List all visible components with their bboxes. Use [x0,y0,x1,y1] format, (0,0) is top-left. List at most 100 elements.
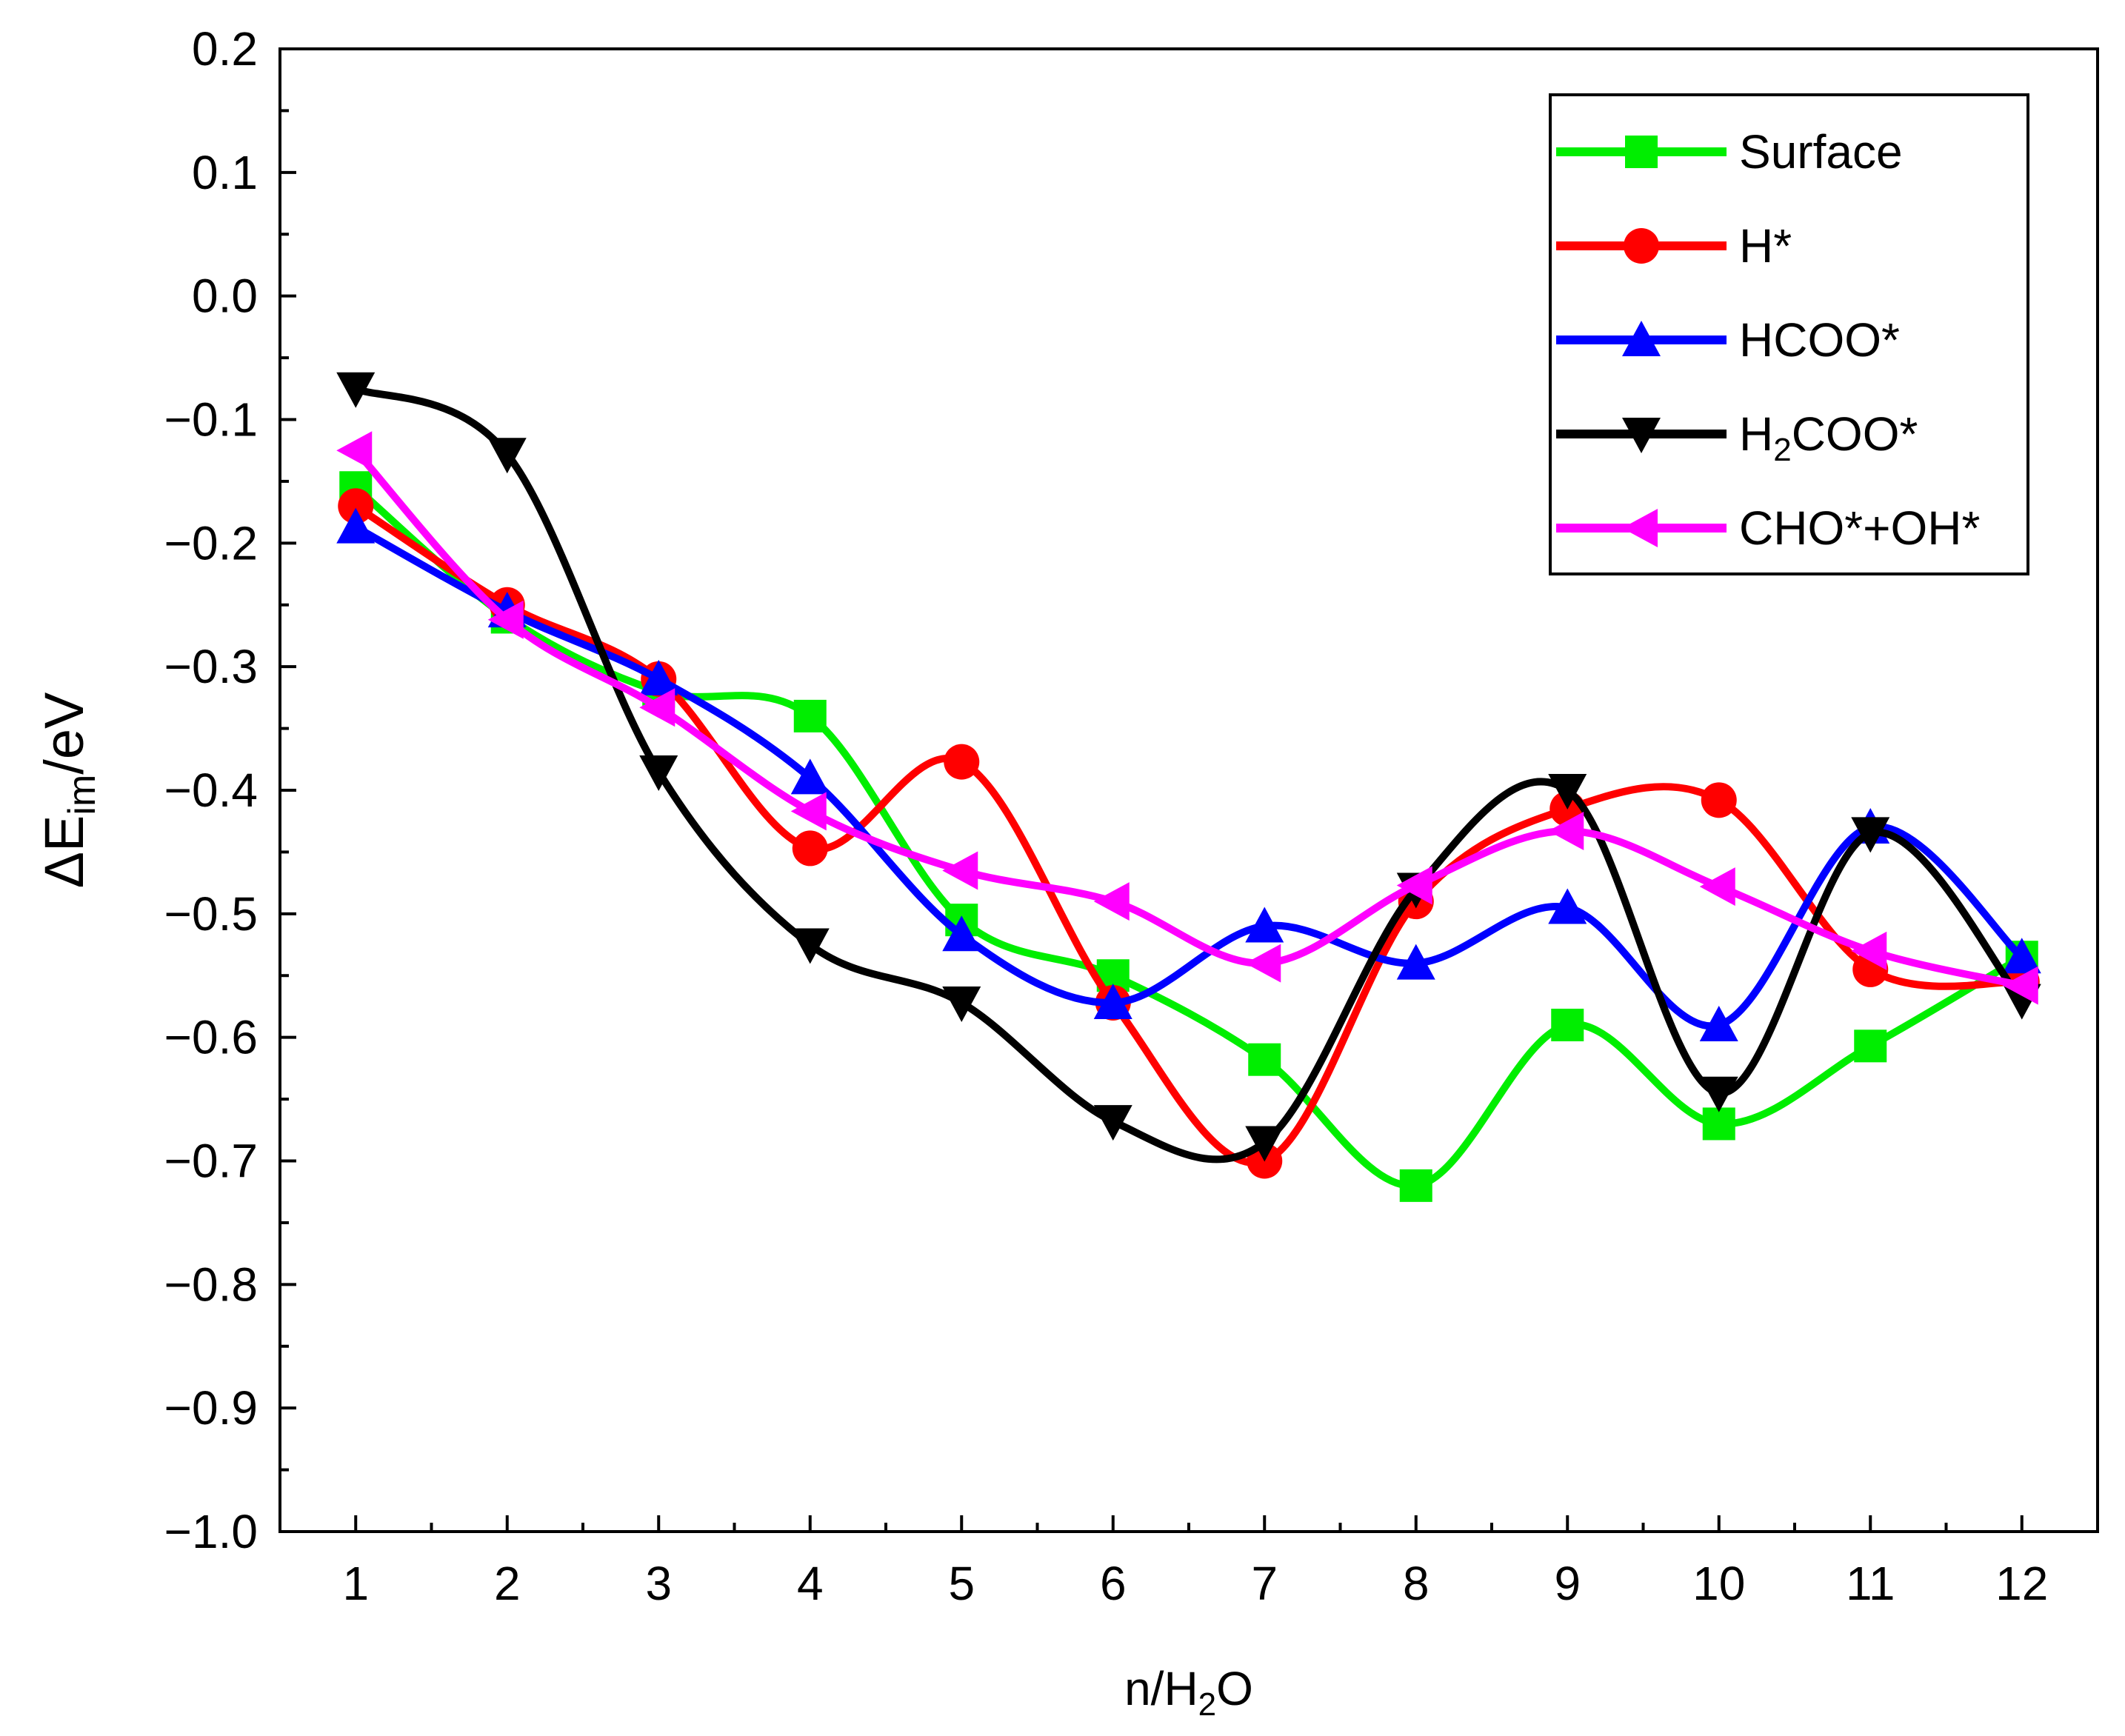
y-tick-label: 0.2 [192,22,258,76]
x-axis-title-tail: O [1216,1662,1253,1715]
legend-label-main: CHO*+OH* [1739,501,1980,555]
y-tick-label: −0.4 [164,764,258,817]
x-axis-title: n/H2O [1124,1662,1253,1723]
data-point [944,744,980,780]
data-point [792,830,828,867]
x-tick-label: 3 [645,1557,672,1610]
data-point [790,758,830,795]
legend-label-main: H [1739,407,1773,461]
data-point [487,438,527,474]
data-point [1548,774,1587,809]
data-point [942,915,981,952]
data-point [1851,931,1887,970]
y-tick-label: −0.2 [164,516,258,570]
series-h2coo- [336,372,2041,1164]
series-surface [339,471,2038,1202]
legend-marker [1622,321,1661,356]
data-point [1551,1008,1584,1041]
series-cho-oh- [336,431,2038,1005]
y-tick-label: −0.1 [164,393,258,447]
data-point [336,431,373,470]
data-point [1854,1029,1887,1063]
x-tick-labels: 1 2 3 4 5 6 7 8 9 10 11 12 [342,1557,2048,1610]
legend-label-main: Surface [1739,125,1903,178]
legend-item: HCOO* [1556,313,1900,367]
y-tick-label: −0.9 [164,1381,258,1435]
data-point [942,986,981,1022]
data-point [487,600,524,639]
series-h- [338,488,2040,1179]
legend-label: H2COO* [1739,407,1918,468]
legend-label: HCOO* [1739,313,1900,367]
x-tick-label: 2 [494,1557,521,1610]
y-tick-label: −0.7 [164,1135,258,1188]
data-point [1702,1107,1735,1141]
series-line [353,484,2024,1189]
x-tick-label: 4 [797,1557,824,1610]
y-axis-title-sub: im [61,775,104,815]
data-point [639,688,675,727]
data-point [790,928,830,964]
legend-item: H2COO* [1556,407,1918,468]
legend-box [1549,93,2029,575]
legend-label-main: HCOO* [1739,313,1900,367]
legend-marker [1622,509,1658,547]
series-line [353,503,2023,1166]
legend-marker [1624,228,1659,264]
data-point [639,659,678,695]
data-point [1699,867,1735,907]
data-point [639,755,678,791]
data-point [1245,1126,1284,1162]
data-point [1396,944,1435,980]
y-tick-labels: 0.2 0.1 0.0 −0.1 −0.2 −0.3 −0.4 −0.5 −0.6 −0.7 −0.… [164,22,258,1558]
x-axis-title-main: n/H [1124,1662,1198,1715]
data-point [942,851,978,890]
data-point [2002,938,2041,974]
data-point [793,699,827,732]
data-point [1699,1076,1738,1112]
legend-marker [1625,136,1658,168]
x-tick-label: 10 [1692,1557,1745,1610]
series-layer [336,372,2041,1202]
data-point [1093,983,1132,1019]
data-point [2002,966,2038,1005]
y-tick-label: −0.3 [164,640,258,693]
x-tick-label: 11 [1846,1557,1895,1610]
legend-label-sub: 2 [1773,432,1791,468]
x-axis-title-sub: 2 [1198,1686,1216,1723]
y-axis-title: ΔEim/eV [33,692,104,888]
data-point [1245,944,1281,983]
data-point [1093,882,1130,921]
legend-marker [1622,418,1661,453]
y-tick-label: −0.8 [164,1258,258,1311]
data-point [1245,907,1284,943]
y-tick-label: −0.5 [164,887,258,941]
x-tick-label: 5 [948,1557,975,1610]
legend-item: H* [1556,219,1792,273]
y-tick-label: 0.0 [192,270,258,323]
data-point [1701,782,1737,818]
plot-frame [278,47,2099,1533]
x-tick-label: 7 [1251,1557,1278,1610]
series-hcoo- [336,507,2041,1041]
legend-item: Surface [1556,125,1903,178]
data-point [1399,1169,1432,1202]
x-tick-label: 8 [1403,1557,1430,1610]
data-point [1548,888,1587,924]
legend-label-tail: COO* [1792,407,1918,461]
data-point [336,372,376,408]
data-point [790,792,827,831]
x-tick-label: 1 [342,1557,369,1610]
legend-label: Surface [1739,125,1903,178]
data-point [1851,817,1890,853]
data-point [1248,1043,1281,1076]
x-tick-label: 6 [1100,1557,1127,1610]
data-point [1093,1105,1132,1141]
x-tick-label: 12 [1995,1557,2048,1610]
y-axis-title-main: ΔE [33,815,95,889]
x-tick-label: 9 [1554,1557,1581,1610]
y-tick-label: 0.1 [192,146,258,199]
legend-label: CHO*+OH* [1739,501,1980,555]
